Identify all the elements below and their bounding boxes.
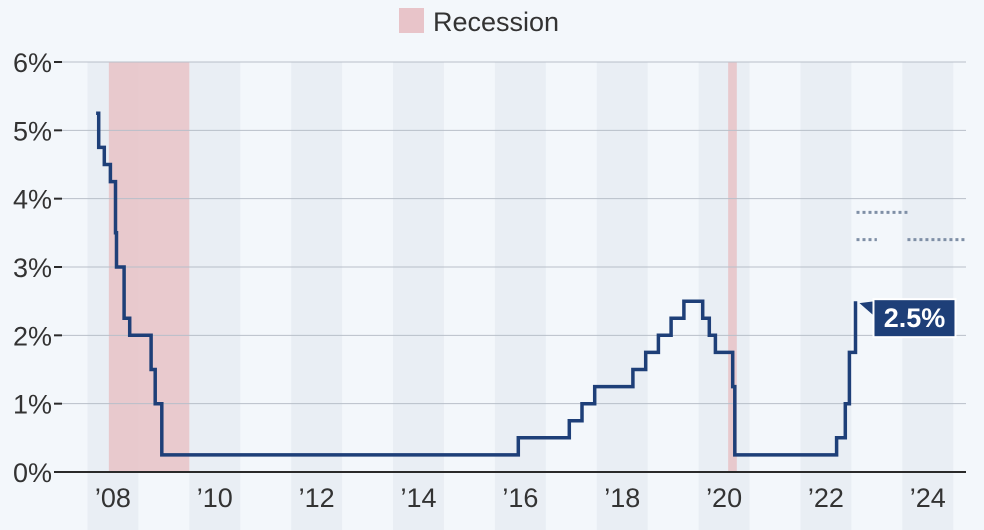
y-tick-label-3: 3%	[13, 253, 52, 283]
x-tick-label-2020: ’20	[706, 483, 742, 513]
y-tick-label-6: 6%	[13, 48, 52, 78]
x-tick-label-2010: ’10	[197, 483, 233, 513]
year-band-2014	[393, 62, 444, 530]
series-line-1	[96, 111, 858, 457]
year-band-2010	[189, 62, 241, 530]
year-band-2016	[494, 62, 546, 530]
x-tick-label-2016: ’16	[502, 483, 538, 513]
y-tick-label-0: 0%	[13, 458, 52, 488]
year-band-2012	[291, 62, 343, 530]
x-tick-label-2012: ’12	[299, 483, 335, 513]
x-tick-label-2008: ’08	[95, 483, 131, 513]
y-tick-label-5: 5%	[13, 116, 52, 146]
year-band-2024	[902, 62, 954, 530]
x-tick-label-2024: ’24	[910, 483, 946, 513]
callout-label-1: 2.5%	[884, 303, 946, 333]
legend-label-recession: Recession	[433, 7, 559, 37]
x-tick-label-2014: ’14	[400, 483, 436, 513]
year-band-2018	[596, 62, 648, 530]
y-tick-label-2: 2%	[13, 321, 52, 351]
x-tick-label-2022: ’22	[808, 483, 844, 513]
y-tick-label-1: 1%	[13, 390, 52, 420]
callout-box-1	[872, 298, 957, 339]
callout-pointer-1	[859, 301, 876, 318]
x-tick-label-2018: ’18	[604, 483, 640, 513]
legend: Recession	[399, 7, 559, 37]
year-band-2022	[800, 62, 852, 530]
y-tick-label-4: 4%	[13, 185, 52, 215]
year-band-2020	[698, 62, 750, 530]
legend-swatch-recession	[399, 8, 424, 33]
